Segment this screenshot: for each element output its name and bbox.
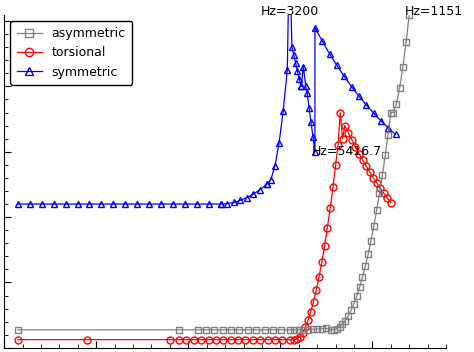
Text: Hz=1151: Hz=1151 (405, 5, 463, 18)
Text: Hz=3200: Hz=3200 (261, 5, 319, 18)
Text: Hz=5416.7: Hz=5416.7 (312, 145, 382, 158)
Legend: asymmetric, torsional, symmetric: asymmetric, torsional, symmetric (10, 21, 132, 85)
